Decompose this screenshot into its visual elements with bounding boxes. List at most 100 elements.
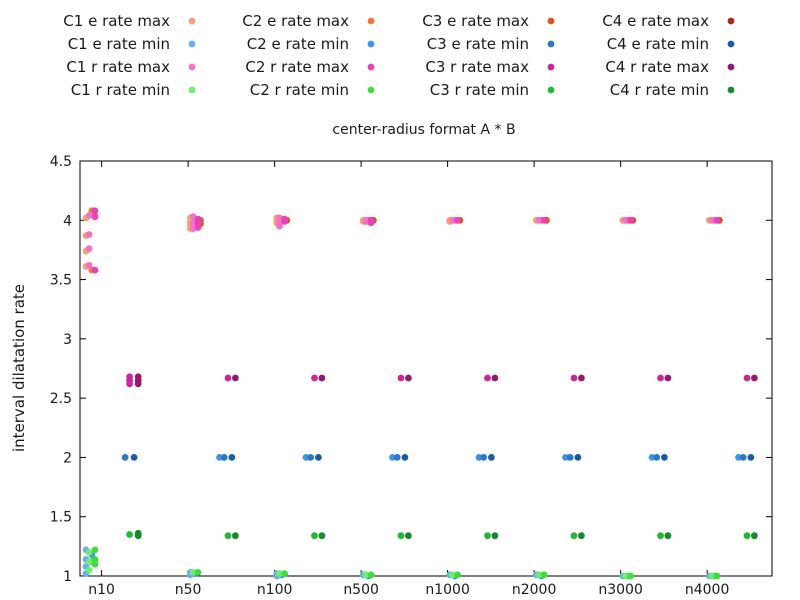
data-point <box>397 532 405 540</box>
data-point <box>627 216 634 224</box>
y-axis-title: interval dilatation rate <box>10 284 28 452</box>
legend-label: C4 r rate max <box>605 58 709 76</box>
legend-label: C4 e rate max <box>602 12 709 30</box>
data-point <box>405 532 412 540</box>
legend-marker <box>547 86 555 94</box>
data-point <box>311 532 318 540</box>
data-point <box>121 454 129 461</box>
legend-label: C3 e rate max <box>422 12 529 30</box>
data-point <box>449 571 456 579</box>
data-point <box>318 374 326 382</box>
data-point <box>540 571 548 579</box>
data-point <box>220 454 228 461</box>
y-tick-label: 1 <box>63 569 72 585</box>
legend-label: C1 r rate max <box>66 58 170 76</box>
data-point <box>735 454 742 461</box>
data-point <box>713 216 721 224</box>
y-tick-label: 4.5 <box>50 154 72 170</box>
data-point <box>622 572 629 580</box>
data-point <box>491 532 499 540</box>
data-point <box>480 454 488 461</box>
chart-title: center-radius format A * B <box>332 122 515 138</box>
data-point <box>367 219 375 227</box>
data-point <box>484 374 491 382</box>
legend: C1 e rate max C2 e rate max C3 e rate max C… <box>63 12 735 99</box>
data-point <box>540 216 548 224</box>
data-point <box>189 569 197 576</box>
data-point <box>751 532 758 540</box>
data-point <box>713 572 721 580</box>
legend-label: C1 r rate min <box>71 81 170 99</box>
legend-marker <box>727 17 735 25</box>
legend-marker <box>367 40 375 48</box>
x-tick-label: n50 <box>175 582 202 598</box>
legend-marker <box>727 40 735 48</box>
data-point <box>362 571 370 579</box>
x-tick-label: n2000 <box>512 582 557 598</box>
legend-marker <box>727 86 735 94</box>
data-point <box>708 572 716 580</box>
data-point <box>570 374 578 382</box>
legend-label: C2 r rate max <box>245 58 349 76</box>
legend-label: C3 r rate max <box>425 58 529 76</box>
data-point <box>488 454 495 461</box>
legend-label: C2 e rate max <box>242 12 349 30</box>
x-tick-label: n500 <box>343 582 379 598</box>
data-point <box>307 454 315 461</box>
data-point <box>85 245 93 253</box>
data-point <box>91 213 99 221</box>
data-point <box>232 374 239 382</box>
data-point <box>318 532 326 540</box>
data-point <box>648 454 656 461</box>
y-tick-label: 3.5 <box>50 273 72 289</box>
x-tick-label: n1000 <box>425 582 470 598</box>
data-point <box>664 532 672 540</box>
data-point <box>661 454 668 461</box>
data-point <box>311 374 318 382</box>
y-tick-label: 2.5 <box>50 391 72 407</box>
data-point <box>91 560 99 568</box>
data-point <box>276 214 283 222</box>
data-point <box>397 374 405 382</box>
data-point <box>739 454 747 461</box>
data-point <box>535 216 543 224</box>
data-point <box>622 216 629 224</box>
legend-marker <box>547 63 555 71</box>
data-point <box>562 454 569 461</box>
data-point <box>189 225 197 233</box>
data-point <box>657 374 664 382</box>
data-point <box>664 374 672 382</box>
data-point <box>362 218 370 225</box>
data-point <box>535 571 543 579</box>
data-point <box>281 218 288 225</box>
legend-label: C1 e rate min <box>68 35 170 53</box>
y-tick-label: 3 <box>63 332 72 348</box>
x-tick-label: n3000 <box>598 582 643 598</box>
y-tick-label: 1.5 <box>50 510 72 526</box>
data-point <box>189 213 197 221</box>
data-point <box>134 380 142 388</box>
data-point <box>454 571 461 579</box>
data-point <box>578 374 585 382</box>
data-point <box>276 570 283 577</box>
data-point <box>126 531 133 538</box>
data-point <box>281 570 288 577</box>
data-point <box>224 374 232 382</box>
data-point <box>475 454 483 461</box>
data-point <box>454 216 461 224</box>
y-tick-label: 2 <box>63 450 72 466</box>
data-point <box>85 548 93 556</box>
data-point <box>743 532 751 540</box>
data-point <box>85 566 93 574</box>
plot-area-frame <box>79 160 773 577</box>
data-point <box>224 532 232 540</box>
legend-label: C4 r rate min <box>610 81 709 99</box>
legend-marker <box>547 40 555 48</box>
data-point <box>85 558 93 566</box>
legend-marker <box>367 63 375 71</box>
data-point <box>751 374 758 382</box>
data-point <box>653 454 661 461</box>
data-point <box>134 532 142 540</box>
y-axis: 1 1.5 2 2.5 3 3.5 4 4.5 <box>50 154 772 585</box>
data-point <box>189 220 197 228</box>
